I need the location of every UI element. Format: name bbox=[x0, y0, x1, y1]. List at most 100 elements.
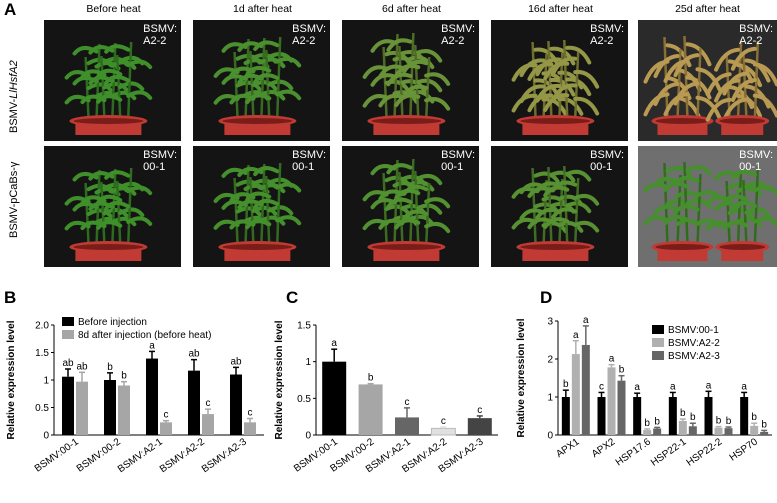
column-title: 1d after heat bbox=[193, 3, 333, 15]
bar bbox=[608, 367, 616, 435]
plant-photo: BSMV:A2-2 bbox=[638, 20, 777, 141]
significance-letter: b bbox=[690, 412, 696, 423]
row-label-hsfa2-gene: LlHsfA2 bbox=[8, 60, 20, 99]
significance-letter: a bbox=[634, 382, 640, 393]
column-title: 16d after heat bbox=[491, 3, 631, 15]
bar bbox=[633, 397, 641, 435]
photo-label-line1: BSMV: bbox=[143, 149, 177, 161]
x-tick-label: HSP22-1 bbox=[649, 436, 689, 469]
photo-label-line2: A2-2 bbox=[441, 35, 475, 47]
bar bbox=[598, 397, 606, 435]
column-title: 25d after heat bbox=[638, 3, 777, 15]
significance-letter: b bbox=[654, 416, 660, 427]
y-tick-label: 3 bbox=[547, 317, 553, 328]
photo-label-line1: BSMV: bbox=[739, 23, 773, 35]
significance-letter: c bbox=[405, 397, 410, 408]
y-tick-label: 1 bbox=[305, 357, 311, 368]
significance-letter: b bbox=[716, 416, 722, 427]
x-tick-label: BSMV:A2-3 bbox=[200, 436, 249, 475]
significance-letter: ab bbox=[76, 361, 88, 372]
photo-label-line2: 00-1 bbox=[739, 161, 773, 173]
bar bbox=[740, 397, 748, 435]
bar bbox=[689, 426, 697, 435]
photo-label-line1: BSMV: bbox=[739, 149, 773, 161]
x-tick-label: BSMV:A2-2 bbox=[158, 436, 207, 475]
significance-letter: a bbox=[741, 381, 747, 392]
y-tick-label: 0 bbox=[305, 431, 311, 442]
plant-photo: BSMV:00-1 bbox=[491, 146, 628, 267]
photo-label: BSMV:A2-2 bbox=[739, 23, 773, 47]
plant-photo: BSMV:00-1 bbox=[638, 146, 777, 267]
y-tick-label: 1 bbox=[43, 376, 49, 387]
bar bbox=[146, 359, 158, 435]
photo-label-line1: BSMV: bbox=[292, 149, 326, 161]
y-tick-label: 0.5 bbox=[297, 394, 311, 405]
photo-label: BSMV:00-1 bbox=[441, 149, 475, 173]
significance-letter: b bbox=[761, 419, 767, 430]
x-tick-label: APX2 bbox=[590, 436, 618, 460]
bar bbox=[188, 371, 200, 435]
bar bbox=[359, 384, 383, 435]
y-tick-label: 1.5 bbox=[35, 348, 49, 359]
bar bbox=[705, 397, 713, 435]
photo-label-line2: 00-1 bbox=[590, 161, 624, 173]
significance-letter: a bbox=[670, 381, 676, 392]
plant-photo: BSMV:A2-2 bbox=[342, 20, 479, 141]
significance-letter: c bbox=[206, 398, 211, 409]
y-tick-label: 0.5 bbox=[35, 403, 49, 414]
legend-swatch bbox=[62, 330, 74, 339]
significance-letter: b bbox=[726, 416, 732, 427]
photo-label-line2: A2-2 bbox=[292, 35, 326, 47]
y-tick-label: 0 bbox=[43, 431, 49, 442]
photo-label-line2: A2-2 bbox=[143, 35, 177, 47]
bar bbox=[750, 426, 758, 435]
panel-a-letter: A bbox=[4, 0, 16, 20]
bar bbox=[572, 354, 580, 435]
bar bbox=[679, 421, 687, 435]
bar bbox=[160, 422, 172, 435]
bar bbox=[230, 375, 242, 436]
y-tick-label: 1.5 bbox=[297, 321, 311, 332]
legend-label: BSMV:A2-2 bbox=[668, 338, 720, 349]
photo-label: BSMV:00-1 bbox=[292, 149, 326, 173]
bar bbox=[653, 429, 661, 435]
legend-swatch bbox=[62, 317, 74, 326]
x-tick-label: BSMV:00-2 bbox=[75, 436, 123, 474]
y-axis-label: Relative expression level bbox=[516, 318, 527, 437]
y-tick-label: 2.0 bbox=[35, 321, 49, 332]
significance-letter: b bbox=[619, 365, 625, 376]
row-label-hsfa2: BSMV-LlHsfA2 bbox=[8, 60, 20, 133]
significance-letter: c bbox=[599, 381, 604, 392]
row-label-control: BSMV-pCaBs-γ bbox=[8, 162, 20, 238]
photo-label-line1: BSMV: bbox=[590, 149, 624, 161]
photo-label-line1: BSMV: bbox=[292, 23, 326, 35]
legend-swatch bbox=[652, 325, 664, 334]
bar bbox=[643, 430, 651, 435]
plant-photo: BSMV:00-1 bbox=[342, 146, 479, 267]
significance-letter: ab bbox=[230, 356, 242, 367]
y-tick-label: 0 bbox=[547, 431, 553, 442]
photo-label-line2: A2-2 bbox=[590, 35, 624, 47]
column-title: Before heat bbox=[44, 3, 184, 15]
bar bbox=[562, 397, 570, 435]
bar bbox=[669, 397, 677, 435]
significance-letter: a bbox=[149, 340, 155, 351]
x-tick-label: HSP17.6 bbox=[614, 436, 653, 468]
legend-label: Before injection bbox=[78, 317, 147, 328]
significance-letter: c bbox=[477, 405, 482, 416]
photo-label-line2: 00-1 bbox=[292, 161, 326, 173]
bar bbox=[431, 428, 455, 435]
significance-letter: c bbox=[441, 416, 446, 427]
row-label-hsfa2-prefix: BSMV- bbox=[8, 99, 20, 133]
legend-label: 8d after injection (before heat) bbox=[78, 330, 211, 341]
photo-label: BSMV:A2-2 bbox=[590, 23, 624, 47]
plant-photo: BSMV:A2-2 bbox=[44, 20, 181, 141]
significance-letter: b bbox=[644, 418, 650, 429]
significance-letter: a bbox=[573, 330, 579, 341]
bar bbox=[760, 432, 768, 435]
